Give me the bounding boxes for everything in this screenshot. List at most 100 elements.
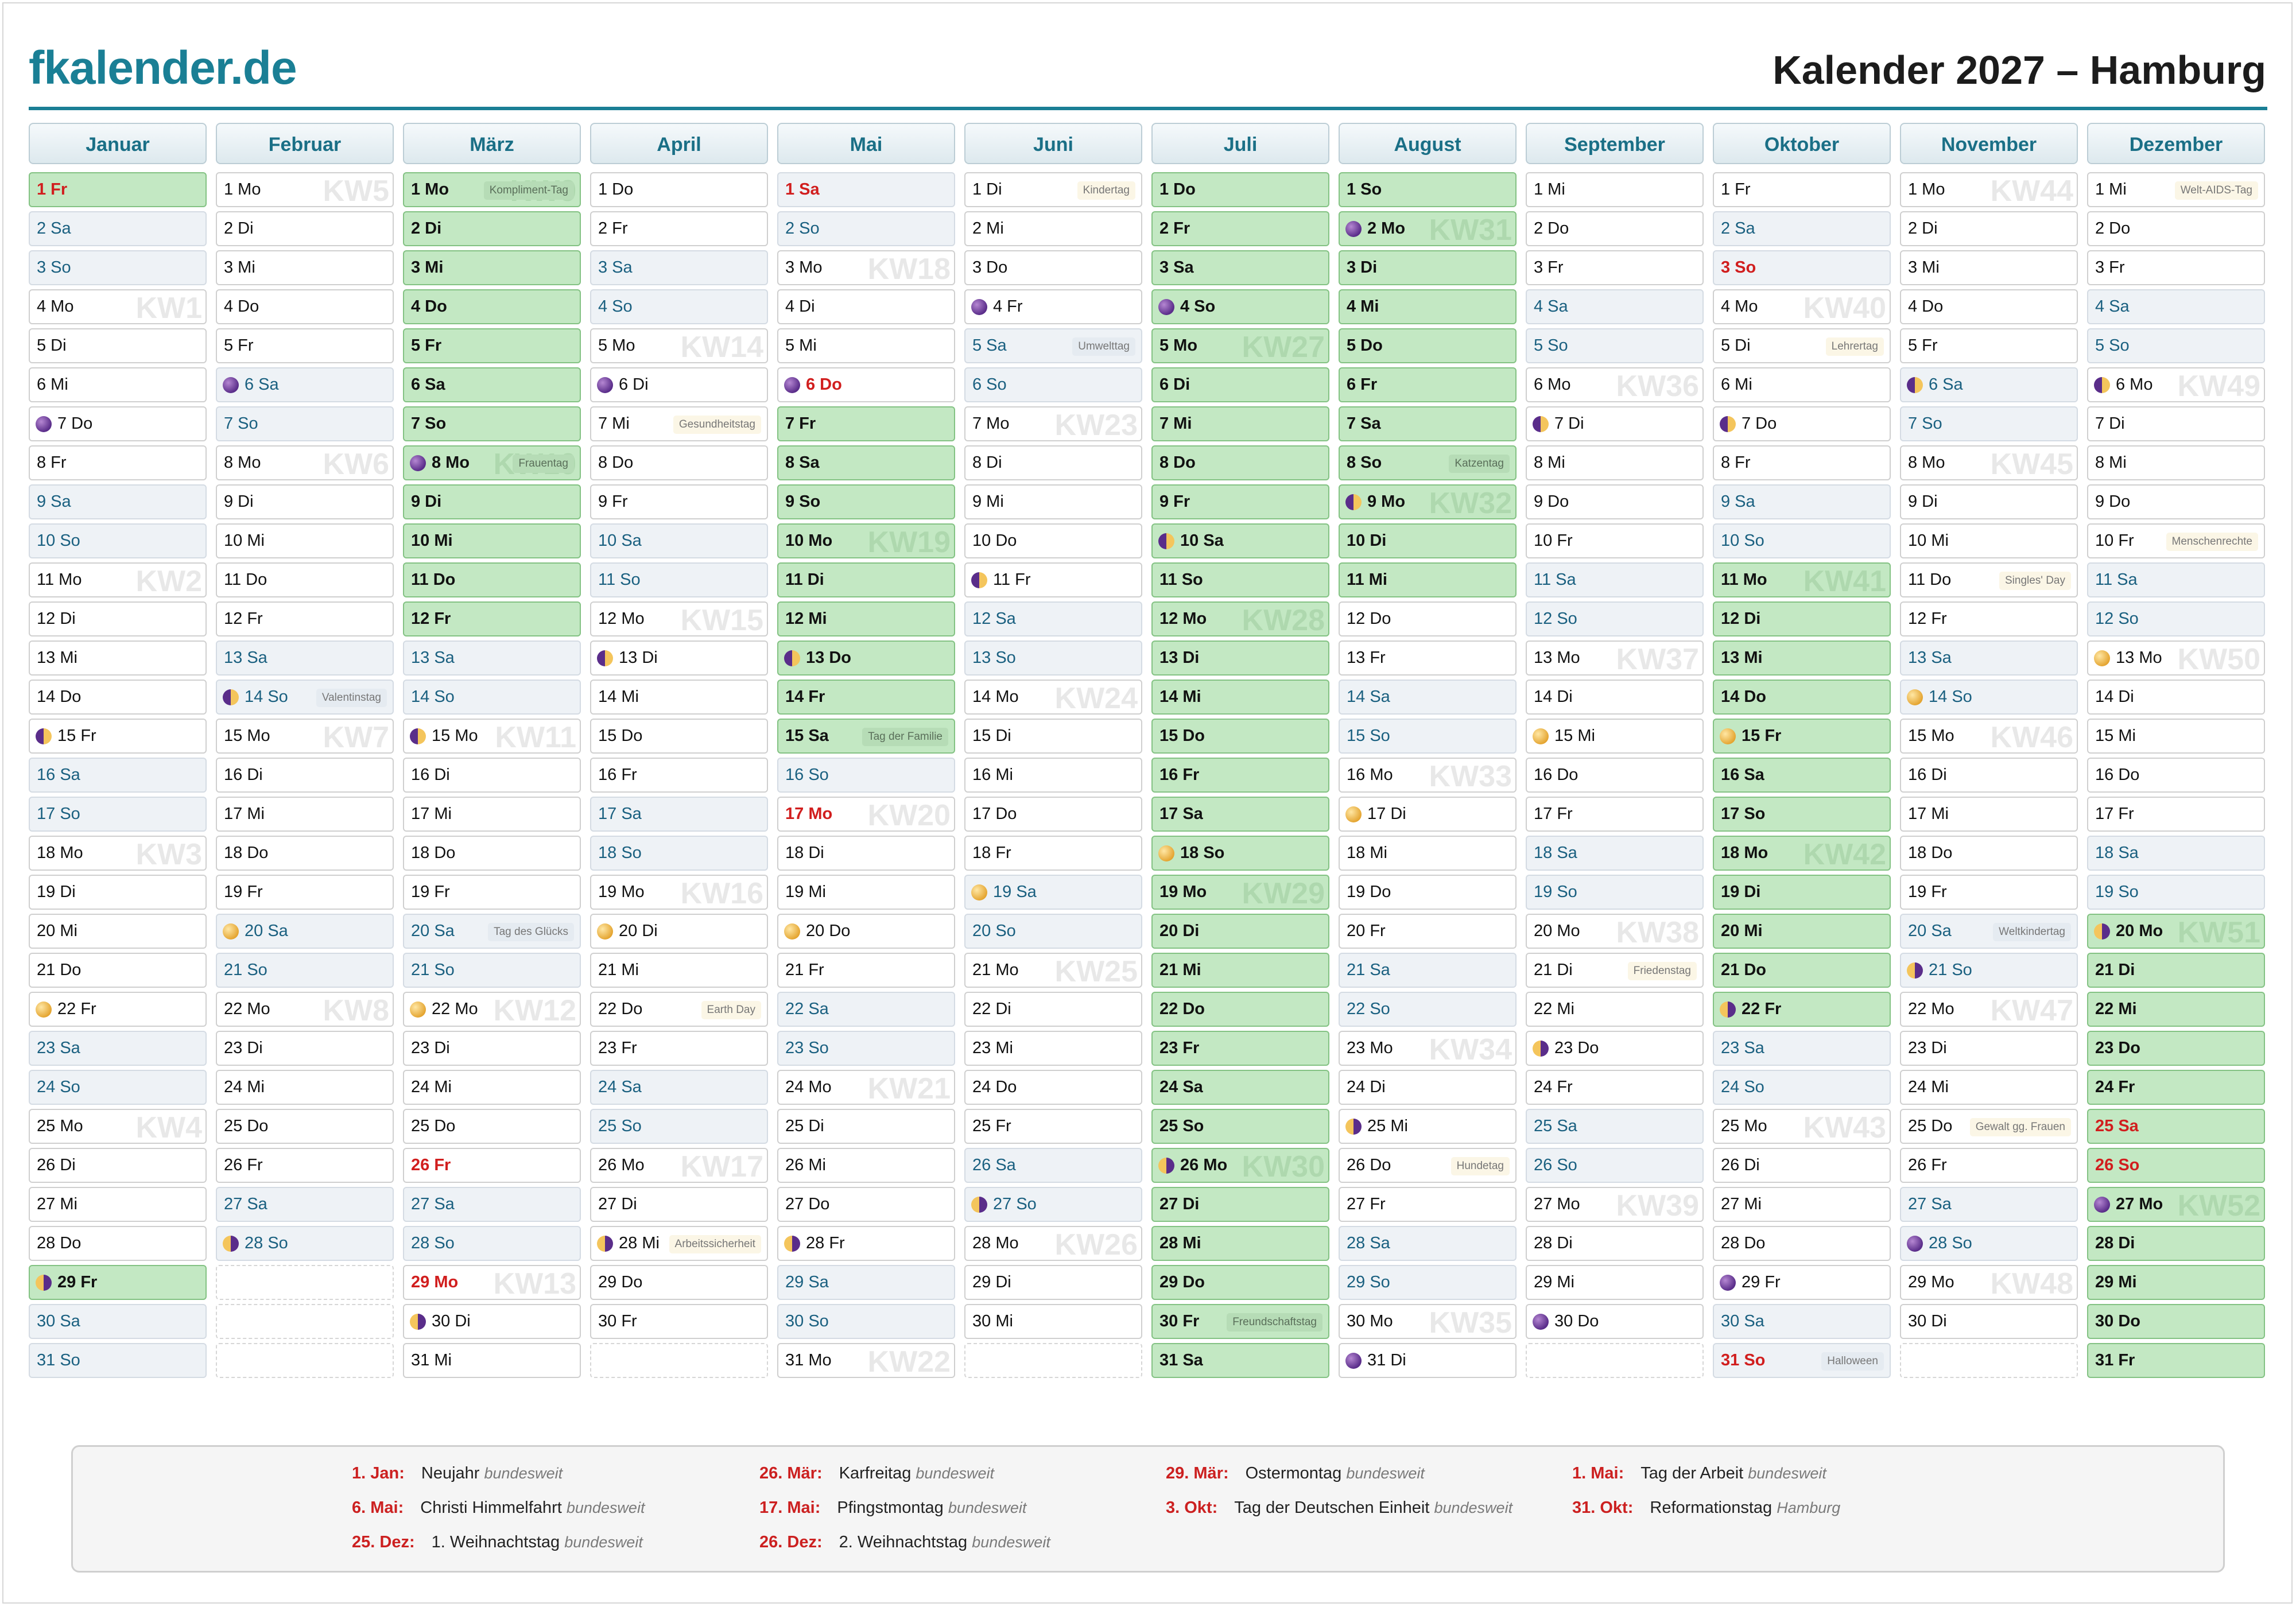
- day-cell[interactable]: 9 Fr: [1151, 484, 1329, 519]
- day-cell[interactable]: 27 Di: [1151, 1187, 1329, 1222]
- day-cell[interactable]: KW24 14 Mo: [964, 680, 1142, 715]
- day-cell[interactable]: 4 Sa: [1526, 289, 1704, 324]
- day-cell[interactable]: 26 So: [2087, 1148, 2265, 1183]
- day-cell[interactable]: 26 Mi: [777, 1148, 955, 1183]
- day-cell[interactable]: 1 Mi: [1526, 172, 1704, 207]
- day-cell[interactable]: 14 Sa: [1339, 680, 1517, 715]
- day-cell[interactable]: 4 Fr: [964, 289, 1142, 324]
- day-cell[interactable]: KW23 7 Mo: [964, 406, 1142, 441]
- day-cell[interactable]: KW30 26 Mo: [1151, 1148, 1329, 1183]
- day-cell[interactable]: 24 So: [29, 1070, 207, 1105]
- day-cell[interactable]: 22 Fr: [1713, 992, 1891, 1027]
- day-cell[interactable]: 5 Fr: [403, 328, 581, 363]
- day-cell[interactable]: 20 Mi: [29, 914, 207, 949]
- day-cell[interactable]: 2 Fr: [590, 211, 768, 246]
- day-cell[interactable]: 21 Sa: [1339, 953, 1517, 988]
- day-cell[interactable]: 16 Do: [2087, 758, 2265, 793]
- day-cell[interactable]: 4 Do: [1900, 289, 2078, 324]
- day-cell[interactable]: 22 So: [1339, 992, 1517, 1027]
- day-cell[interactable]: KW41 11 Mo: [1713, 562, 1891, 597]
- day-cell[interactable]: 2 Fr: [1151, 211, 1329, 246]
- day-cell[interactable]: 2 Sa: [1713, 211, 1891, 246]
- day-cell[interactable]: 2 Mi: [964, 211, 1142, 246]
- day-cell[interactable]: 31 Mi: [403, 1343, 581, 1378]
- day-cell[interactable]: 27 Mi: [29, 1187, 207, 1222]
- day-cell[interactable]: 4 Do: [216, 289, 394, 324]
- day-cell[interactable]: 6 Di: [590, 367, 768, 402]
- day-cell[interactable]: 9 Sa: [29, 484, 207, 519]
- day-cell[interactable]: KW6 8 Mo: [216, 445, 394, 480]
- day-cell[interactable]: 29 Mi: [2087, 1265, 2265, 1300]
- day-cell[interactable]: 18 Mi: [1339, 836, 1517, 871]
- day-cell[interactable]: 1 Sa: [777, 172, 955, 207]
- day-cell[interactable]: 3 So: [1713, 250, 1891, 285]
- day-cell[interactable]: KW13 29 Mo: [403, 1265, 581, 1300]
- day-cell[interactable]: KW47 22 Mo: [1900, 992, 2078, 1027]
- day-cell[interactable]: 3 Do: [964, 250, 1142, 285]
- day-cell[interactable]: 9 Sa: [1713, 484, 1891, 519]
- day-cell[interactable]: 13 Do: [777, 641, 955, 676]
- day-cell[interactable]: 5 So: [2087, 328, 2265, 363]
- day-cell[interactable]: KW4 25 Mo: [29, 1109, 207, 1144]
- day-cell[interactable]: 21 Di Friedenstag: [1526, 953, 1704, 988]
- day-cell[interactable]: 24 Sa: [590, 1070, 768, 1105]
- day-cell[interactable]: KW16 19 Mo: [590, 875, 768, 910]
- day-cell[interactable]: 5 Di Lehrertag: [1713, 328, 1891, 363]
- day-cell[interactable]: 11 Do: [403, 562, 581, 597]
- day-cell[interactable]: 14 Di: [1526, 680, 1704, 715]
- day-cell[interactable]: 21 Di: [2087, 953, 2265, 988]
- day-cell[interactable]: 26 So: [1526, 1148, 1704, 1183]
- day-cell[interactable]: KW27 5 Mo: [1151, 328, 1329, 363]
- day-cell[interactable]: 6 Sa: [403, 367, 581, 402]
- day-cell[interactable]: 21 Fr: [777, 953, 955, 988]
- day-cell[interactable]: 23 Di: [403, 1031, 581, 1066]
- day-cell[interactable]: 31 Di: [1339, 1343, 1517, 1378]
- day-cell[interactable]: 11 Fr: [964, 562, 1142, 597]
- day-cell[interactable]: 16 Sa: [29, 758, 207, 793]
- day-cell[interactable]: 19 Di: [1713, 875, 1891, 910]
- day-cell[interactable]: 18 Fr: [964, 836, 1142, 871]
- day-cell[interactable]: 4 So: [590, 289, 768, 324]
- day-cell[interactable]: 28 Di: [2087, 1226, 2265, 1261]
- day-cell[interactable]: 14 So Valentinstag: [216, 680, 394, 715]
- day-cell[interactable]: KW34 23 Mo: [1339, 1031, 1517, 1066]
- day-cell[interactable]: 12 Fr: [1900, 601, 2078, 636]
- day-cell[interactable]: 25 Do: [216, 1109, 394, 1144]
- day-cell[interactable]: 8 Sa: [777, 445, 955, 480]
- day-cell[interactable]: 18 Do: [216, 836, 394, 871]
- day-cell[interactable]: 23 Sa: [1713, 1031, 1891, 1066]
- day-cell[interactable]: 11 Di: [777, 562, 955, 597]
- day-cell[interactable]: 26 Fr: [1900, 1148, 2078, 1183]
- day-cell[interactable]: 29 So: [1339, 1265, 1517, 1300]
- day-cell[interactable]: KW48 29 Mo: [1900, 1265, 2078, 1300]
- day-cell[interactable]: 28 Di: [1526, 1226, 1704, 1261]
- day-cell[interactable]: 28 Sa: [1339, 1226, 1517, 1261]
- day-cell[interactable]: 25 Sa: [2087, 1109, 2265, 1144]
- day-cell[interactable]: 4 Mi: [1339, 289, 1517, 324]
- day-cell[interactable]: 29 Sa: [777, 1265, 955, 1300]
- day-cell[interactable]: 29 Do: [590, 1265, 768, 1300]
- day-cell[interactable]: 19 Fr: [403, 875, 581, 910]
- day-cell[interactable]: 24 Di: [1339, 1070, 1517, 1105]
- day-cell[interactable]: 29 Di: [964, 1265, 1142, 1300]
- day-cell[interactable]: 12 Sa: [964, 601, 1142, 636]
- day-cell[interactable]: 5 Mi: [777, 328, 955, 363]
- day-cell[interactable]: 12 Do: [1339, 601, 1517, 636]
- day-cell[interactable]: 20 Do: [777, 914, 955, 949]
- day-cell[interactable]: 5 So: [1526, 328, 1704, 363]
- day-cell[interactable]: 20 Fr: [1339, 914, 1517, 949]
- day-cell[interactable]: 16 Fr: [590, 758, 768, 793]
- day-cell[interactable]: 19 So: [2087, 875, 2265, 910]
- day-cell[interactable]: 27 Do: [777, 1187, 955, 1222]
- day-cell[interactable]: 22 Do: [1151, 992, 1329, 1027]
- day-cell[interactable]: 19 Sa: [964, 875, 1142, 910]
- day-cell[interactable]: 14 Fr: [777, 680, 955, 715]
- day-cell[interactable]: 6 So: [964, 367, 1142, 402]
- day-cell[interactable]: 8 Do: [590, 445, 768, 480]
- day-cell[interactable]: KW36 6 Mo: [1526, 367, 1704, 402]
- day-cell[interactable]: 17 Fr: [2087, 797, 2265, 832]
- day-cell[interactable]: 7 So: [1900, 406, 2078, 441]
- day-cell[interactable]: 14 Mi: [1151, 680, 1329, 715]
